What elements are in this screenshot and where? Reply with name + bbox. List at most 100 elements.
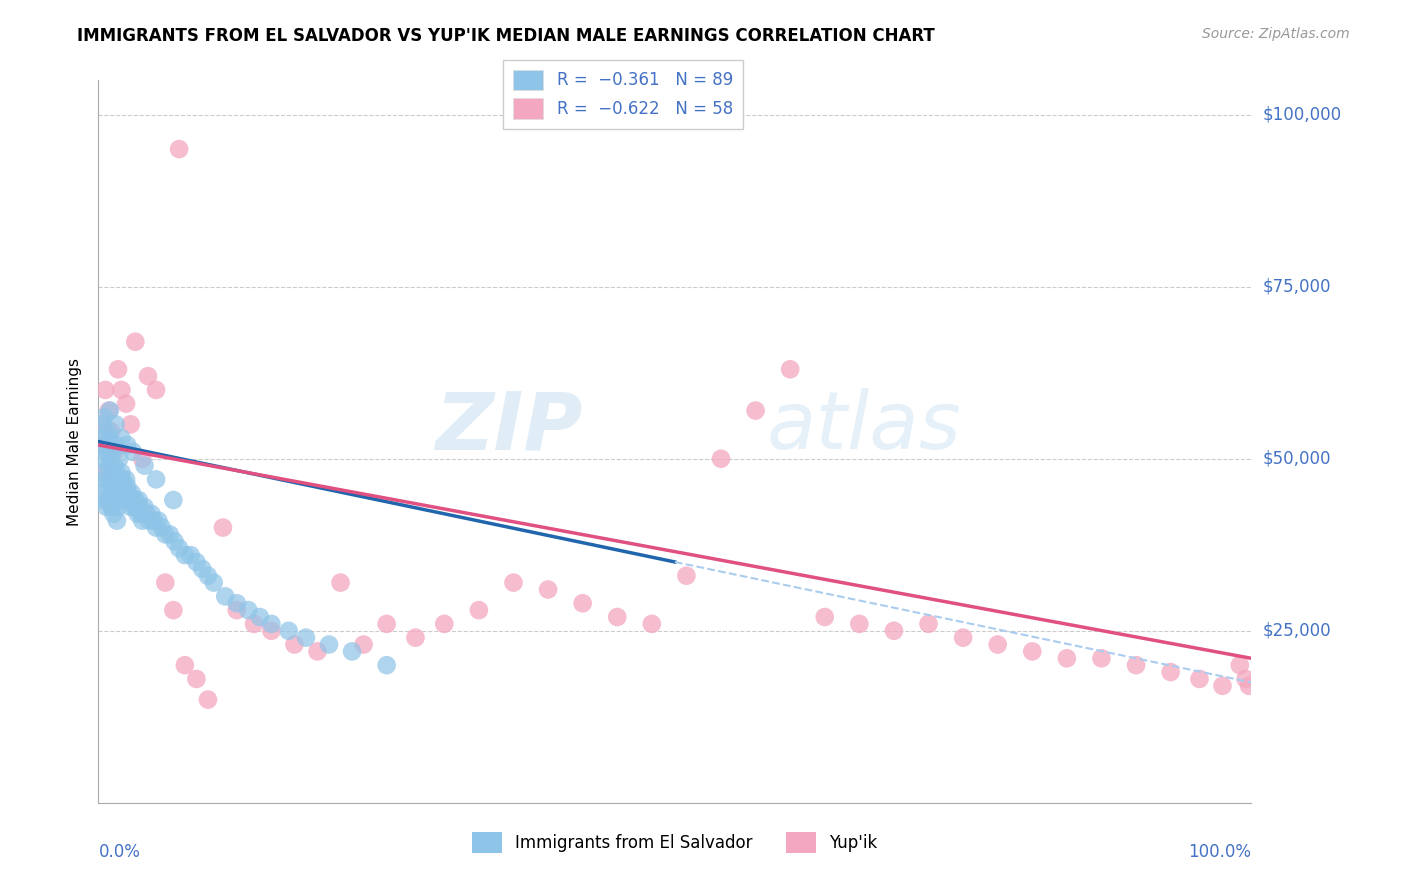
Text: atlas: atlas xyxy=(768,388,962,467)
Point xyxy=(98,472,121,486)
Point xyxy=(104,438,127,452)
Point xyxy=(117,479,139,493)
Point xyxy=(987,638,1010,652)
Point xyxy=(97,438,120,452)
Point xyxy=(103,466,125,480)
Point xyxy=(118,493,141,508)
Text: IMMIGRANTS FROM EL SALVADOR VS YUP'IK MEDIAN MALE EARNINGS CORRELATION CHART: IMMIGRANTS FROM EL SALVADOR VS YUP'IK ME… xyxy=(77,27,935,45)
Point xyxy=(107,362,129,376)
Point xyxy=(145,383,167,397)
Point xyxy=(97,458,120,473)
Point xyxy=(318,638,340,652)
Point xyxy=(105,466,128,480)
Point xyxy=(710,451,733,466)
Point xyxy=(186,555,208,569)
Point xyxy=(150,520,173,534)
Point xyxy=(103,458,125,473)
Point xyxy=(307,644,329,658)
Point xyxy=(122,493,145,508)
Point xyxy=(100,424,122,438)
Point xyxy=(537,582,560,597)
Point xyxy=(96,466,118,480)
Point xyxy=(117,438,139,452)
Point xyxy=(340,644,363,658)
Point xyxy=(1021,644,1043,658)
Point xyxy=(142,514,165,528)
Point xyxy=(96,500,118,514)
Point xyxy=(214,590,236,604)
Point xyxy=(93,493,115,508)
Point xyxy=(94,451,117,466)
Point xyxy=(1188,672,1211,686)
Point xyxy=(174,658,197,673)
Point xyxy=(779,362,801,376)
Point xyxy=(122,445,145,459)
Point xyxy=(121,486,143,500)
Point xyxy=(212,520,235,534)
Text: $75,000: $75,000 xyxy=(1263,277,1331,296)
Point xyxy=(136,369,159,384)
Point xyxy=(1237,679,1260,693)
Point xyxy=(353,638,375,652)
Point xyxy=(124,493,146,508)
Text: 100.0%: 100.0% xyxy=(1188,843,1251,861)
Point xyxy=(108,451,131,466)
Point xyxy=(260,616,283,631)
Point xyxy=(131,451,153,466)
Point xyxy=(131,514,153,528)
Point xyxy=(112,479,135,493)
Point xyxy=(163,534,186,549)
Point xyxy=(115,397,138,411)
Point xyxy=(186,672,208,686)
Point xyxy=(675,568,697,582)
Point xyxy=(917,616,939,631)
Point xyxy=(197,568,219,582)
Point xyxy=(97,403,120,417)
Point xyxy=(1056,651,1078,665)
Point xyxy=(125,500,148,514)
Point xyxy=(375,658,398,673)
Point xyxy=(295,631,318,645)
Point xyxy=(283,638,305,652)
Text: $25,000: $25,000 xyxy=(1263,622,1331,640)
Point xyxy=(129,500,152,514)
Point xyxy=(174,548,197,562)
Point xyxy=(162,603,184,617)
Point xyxy=(103,445,125,459)
Point xyxy=(883,624,905,638)
Point xyxy=(138,514,160,528)
Point xyxy=(1160,665,1182,679)
Point xyxy=(155,527,177,541)
Point xyxy=(375,616,398,631)
Legend: Immigrants from El Salvador, Yup'ik: Immigrants from El Salvador, Yup'ik xyxy=(465,826,884,860)
Point xyxy=(110,383,132,397)
Point xyxy=(135,507,157,521)
Point xyxy=(848,616,870,631)
Point xyxy=(100,451,122,466)
Point xyxy=(120,500,142,514)
Point xyxy=(502,575,524,590)
Point xyxy=(97,479,120,493)
Point xyxy=(98,431,121,445)
Point xyxy=(114,486,136,500)
Point xyxy=(104,417,127,432)
Point xyxy=(94,383,117,397)
Point xyxy=(97,424,120,438)
Point xyxy=(468,603,491,617)
Point xyxy=(90,417,112,432)
Point xyxy=(744,403,766,417)
Point xyxy=(110,431,132,445)
Point xyxy=(111,472,134,486)
Point xyxy=(243,616,266,631)
Text: Source: ZipAtlas.com: Source: ZipAtlas.com xyxy=(1202,27,1350,41)
Point xyxy=(433,616,456,631)
Point xyxy=(120,417,142,432)
Point xyxy=(93,410,115,425)
Text: $100,000: $100,000 xyxy=(1263,105,1341,124)
Point xyxy=(103,486,125,500)
Point xyxy=(91,486,114,500)
Point xyxy=(159,527,181,541)
Point xyxy=(101,445,124,459)
Point xyxy=(1125,658,1147,673)
Point xyxy=(91,438,114,452)
